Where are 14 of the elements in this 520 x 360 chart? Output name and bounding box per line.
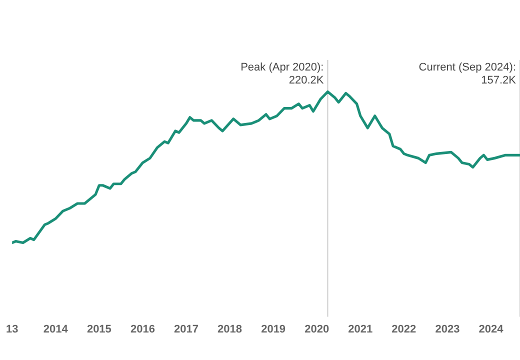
x-tick-label: 2018 [218, 323, 242, 336]
x-tick-label: 2015 [86, 323, 112, 336]
x-tick-label: 2024 [478, 323, 504, 336]
x-tick-label: 2019 [261, 323, 286, 336]
x-tick-label: 13 [6, 323, 18, 336]
ref-line-label: Peak (Apr 2020): 220.2K [240, 62, 324, 87]
x-tick-label: 2023 [435, 323, 460, 336]
x-tick-label: 2017 [174, 323, 198, 336]
x-tick-label: 2022 [392, 323, 416, 336]
x-tick-label: 2020 [304, 323, 330, 336]
x-tick-label: 2014 [43, 323, 69, 336]
x-tick-label: 2021 [348, 323, 373, 336]
x-tick-label: 2016 [130, 323, 155, 336]
ref-line-label: Current (Sep 2024): 157.2K [418, 62, 517, 87]
